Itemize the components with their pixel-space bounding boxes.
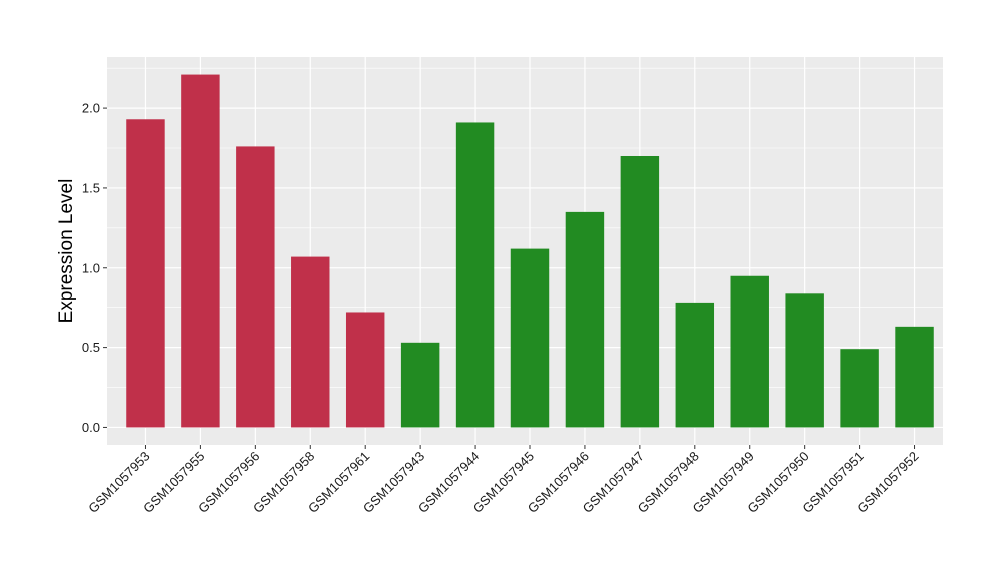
bar-GSM1057948 — [675, 302, 715, 428]
bar-GSM1057946 — [565, 211, 605, 428]
y-tick-label: 1.5 — [82, 180, 100, 195]
bar-GSM1057945 — [510, 248, 550, 428]
bar-GSM1057955 — [181, 74, 220, 428]
bar-GSM1057958 — [291, 256, 330, 428]
bar-GSM1057952 — [895, 326, 934, 428]
bar-GSM1057950 — [785, 293, 824, 428]
bar-GSM1057951 — [840, 349, 879, 428]
bar-GSM1057961 — [345, 312, 385, 428]
bar-GSM1057956 — [236, 146, 275, 428]
bar-GSM1057949 — [730, 275, 769, 428]
bar-GSM1057947 — [620, 155, 660, 428]
y-tick-label: 0.5 — [82, 340, 100, 355]
bar-GSM1057943 — [400, 342, 440, 428]
y-axis-title: Expression Level — [56, 179, 77, 324]
bar-GSM1057953 — [126, 119, 165, 428]
y-tick-label: 1.0 — [82, 260, 100, 275]
y-tick-label: 0.0 — [82, 420, 100, 435]
bars — [126, 74, 934, 428]
bar-GSM1057944 — [455, 122, 495, 428]
y-tick-label: 2.0 — [82, 101, 100, 116]
